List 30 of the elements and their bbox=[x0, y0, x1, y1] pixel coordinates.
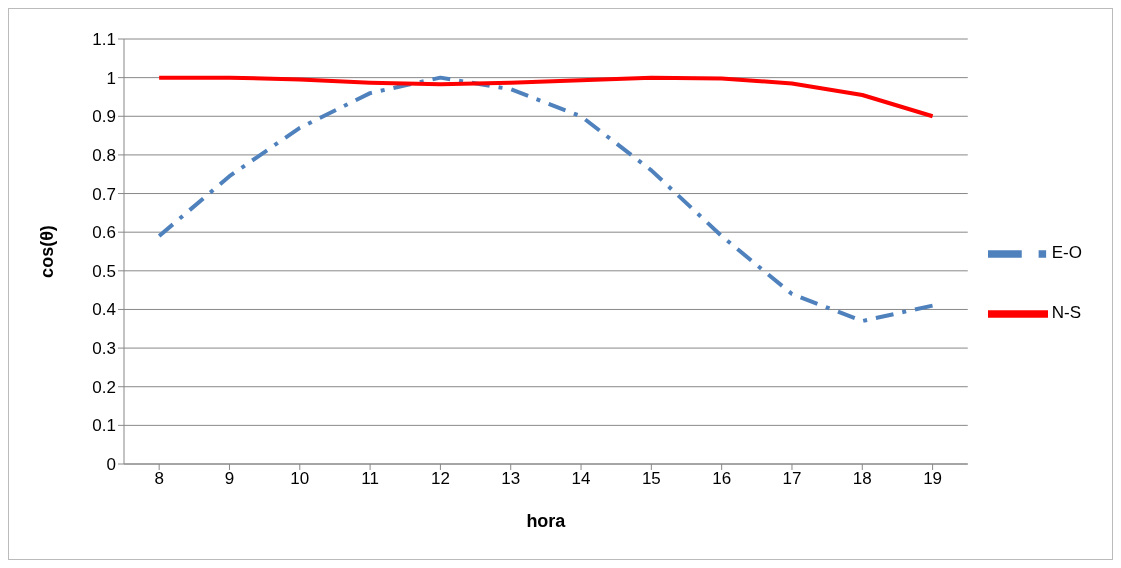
y-tick-label: 0.8 bbox=[92, 145, 116, 165]
y-tick-label: 1.1 bbox=[92, 30, 116, 50]
x-tick-label: 8 bbox=[154, 469, 164, 489]
x-tick-label: 16 bbox=[712, 469, 732, 489]
legend-label: E-O bbox=[1051, 243, 1082, 263]
y-tick-label: 0.1 bbox=[92, 416, 116, 436]
y-tick-label: 1 bbox=[106, 68, 116, 88]
x-tick-label: 14 bbox=[571, 469, 591, 489]
y-tick-label: 0.3 bbox=[92, 339, 116, 359]
x-tick-label: 15 bbox=[641, 469, 661, 489]
y-tick-label: 0.2 bbox=[92, 377, 116, 397]
x-tick-label: 13 bbox=[501, 469, 521, 489]
y-tick-label: 0.6 bbox=[92, 223, 116, 243]
y-tick-label: 0 bbox=[106, 455, 116, 475]
line-series bbox=[157, 75, 935, 324]
y-tick-label: 0.4 bbox=[92, 300, 116, 320]
x-tick-label: 19 bbox=[923, 469, 943, 489]
x-tick-label: 11 bbox=[361, 469, 379, 489]
y-axis-title: cos(θ) bbox=[37, 225, 58, 278]
x-axis-title: hora bbox=[526, 511, 567, 531]
y-tick-label: 0.7 bbox=[92, 184, 116, 204]
x-tick-label: 9 bbox=[224, 469, 235, 489]
legend-label: N-S bbox=[1051, 303, 1082, 323]
x-tick-label: 12 bbox=[430, 469, 450, 489]
x-tick-label: 10 bbox=[290, 469, 310, 489]
y-tick-label: 0.5 bbox=[92, 261, 116, 281]
x-tick-label: 18 bbox=[852, 469, 872, 489]
x-tick-label: 17 bbox=[782, 469, 802, 489]
y-tick-label: 0.9 bbox=[92, 107, 116, 127]
line-series bbox=[157, 75, 935, 119]
